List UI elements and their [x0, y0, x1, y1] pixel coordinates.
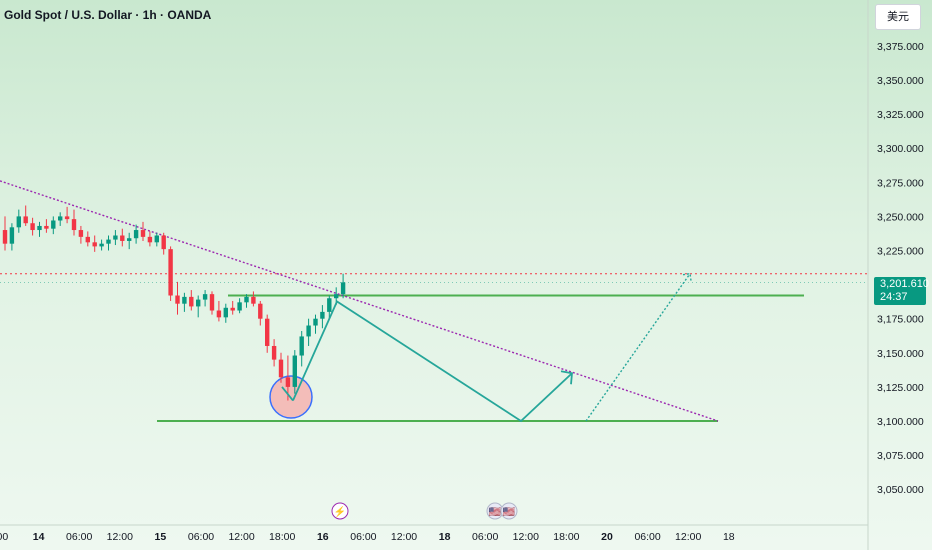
candle-body — [327, 298, 332, 312]
candle-body — [271, 345, 277, 360]
candle-body — [299, 336, 304, 356]
candle-body — [92, 242, 97, 247]
candle-body — [71, 219, 77, 231]
candle-body — [278, 359, 284, 378]
dotted-projection-arrowhead — [682, 272, 692, 281]
candle-body — [147, 236, 153, 243]
x-axis-tick-label: 18 — [723, 531, 735, 543]
candle-body — [244, 296, 249, 303]
bar-countdown: 24:37 — [880, 291, 908, 303]
candle-body — [196, 299, 201, 307]
candle-body — [189, 296, 194, 307]
x-axis-tick-label: 06:00 — [188, 531, 214, 543]
candle-body — [265, 318, 270, 346]
x-axis-tick-label: 8:00 — [0, 531, 8, 543]
current-price-tag: 3,201.610 24:37 — [874, 277, 929, 305]
x-axis-tick-label: 12:00 — [228, 531, 254, 543]
candle-body — [292, 355, 297, 387]
projection-path — [292, 300, 573, 423]
candle-body — [78, 230, 84, 237]
candle-body — [99, 243, 104, 247]
candle-body — [106, 239, 111, 244]
x-axis-tick-label: 14 — [33, 531, 45, 543]
candle-body — [120, 235, 125, 241]
candle-body — [9, 227, 15, 244]
us-flag-icon-glyph: 🇺🇸 — [489, 506, 502, 518]
candle-body — [320, 311, 325, 319]
y-axis-tick-label: 3,250.000 — [877, 211, 924, 223]
candle-body — [85, 236, 90, 243]
y-axis-tick-label: 3,350.000 — [877, 75, 924, 87]
y-axis-tick-label: 3,275.000 — [877, 177, 924, 189]
candle-body — [285, 377, 291, 387]
candle-body — [154, 235, 159, 243]
candle-body — [30, 223, 35, 231]
candle-body — [334, 294, 339, 299]
candle-body — [306, 325, 311, 337]
y-axis-tick-label: 3,300.000 — [877, 143, 924, 155]
y-axis-tick-label: 3,325.000 — [877, 109, 924, 121]
x-axis-tick-label: 06:00 — [350, 531, 376, 543]
x-axis-tick-label: 12:00 — [391, 531, 417, 543]
x-axis-tick-label: 15 — [155, 531, 167, 543]
candle-body — [251, 296, 256, 304]
projection-arrowhead — [560, 370, 573, 385]
candle-body — [202, 294, 208, 300]
candle-body — [23, 216, 28, 224]
candle-body — [175, 295, 180, 304]
chart-title: Gold Spot / U.S. Dollar · 1h · OANDA — [4, 8, 212, 22]
x-axis-tick-label: 18:00 — [553, 531, 579, 543]
candle-body — [58, 216, 63, 221]
candle-body — [230, 307, 235, 311]
candle-body — [2, 230, 8, 244]
y-axis-tick-label: 3,075.000 — [877, 450, 924, 462]
candle-body — [258, 303, 263, 319]
candle-body — [313, 318, 318, 326]
candle-body — [182, 296, 187, 304]
candle-body — [216, 310, 222, 318]
current-price-value: 3,201.610 — [880, 278, 929, 290]
candle-body — [209, 294, 215, 311]
us-flag-icon — [500, 502, 518, 520]
candle-body — [161, 235, 166, 250]
lightning-icon-glyph: ⚡ — [334, 505, 346, 518]
x-axis-tick-label: 18 — [439, 531, 451, 543]
descending-trendline — [0, 180, 719, 422]
y-axis-tick-label: 3,150.000 — [877, 348, 924, 360]
candle-body — [168, 249, 173, 296]
x-axis-tick-label: 06:00 — [472, 531, 498, 543]
candle-body — [44, 225, 49, 229]
lightning-icon — [331, 502, 349, 520]
x-axis-tick-label: 06:00 — [634, 531, 660, 543]
x-axis-tick-label: 12:00 — [107, 531, 133, 543]
y-axis-tick-label: 3,100.000 — [877, 416, 924, 428]
y-axis-tick-label: 3,175.000 — [877, 314, 924, 326]
candle-body — [51, 220, 56, 229]
y-axis-tick-label: 3,225.000 — [877, 246, 924, 258]
candle-body — [237, 302, 242, 311]
candle-body — [140, 230, 146, 237]
y-axis-tick-label: 3,375.000 — [877, 41, 924, 53]
x-axis-tick-label: 16 — [317, 531, 329, 543]
candle-body — [127, 238, 132, 241]
candle-body — [64, 216, 70, 220]
candle-body — [340, 282, 346, 295]
candle-body — [16, 216, 21, 228]
candle-body — [223, 307, 228, 318]
candle-body — [113, 235, 118, 240]
us-flag-icon-glyph: 🇺🇸 — [503, 506, 516, 518]
x-axis-tick-label: 12:00 — [513, 531, 539, 543]
x-axis-tick-label: 06:00 — [66, 531, 92, 543]
y-axis-tick-label: 3,050.000 — [877, 484, 924, 496]
x-axis-tick-label: 12:00 — [675, 531, 701, 543]
candle-body — [133, 230, 139, 239]
y-axis-tick-label: 3,125.000 — [877, 382, 924, 394]
projection-start — [281, 386, 294, 402]
currency-button[interactable]: 美元 — [875, 4, 921, 30]
x-axis-tick-label: 18:00 — [269, 531, 295, 543]
x-axis-tick-label: 20 — [601, 531, 613, 543]
candle-body — [37, 225, 42, 231]
